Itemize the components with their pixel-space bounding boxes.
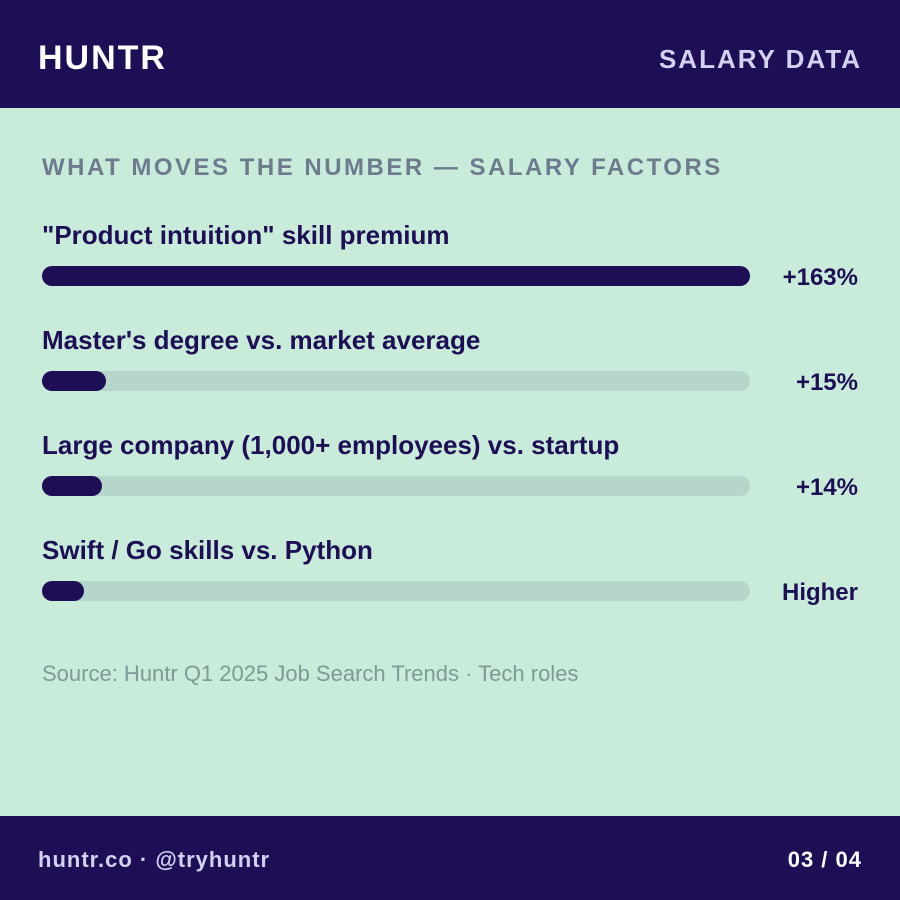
- factor-row: "Product intuition" skill premium +163%: [0, 218, 900, 308]
- factor-value-label: +15%: [795, 369, 858, 396]
- factor-row: Swift / Go skills vs. Python Higher: [0, 533, 900, 623]
- factor-value-label: +163%: [782, 264, 858, 291]
- bar-fill: [42, 266, 750, 286]
- factor-label: Master's degree vs. market average: [42, 325, 481, 355]
- bar-track: [42, 371, 750, 391]
- factor-value-label: +14%: [795, 474, 858, 501]
- factor-label: Large company (1,000+ employees) vs. sta…: [42, 430, 620, 460]
- page-indicator: 03 / 04: [787, 847, 862, 872]
- bar-track: [42, 476, 750, 496]
- bar-fill: [42, 371, 106, 391]
- section-title: WHAT MOVES THE NUMBER — SALARY FACTORS: [42, 154, 723, 181]
- bar-fill: [42, 476, 102, 496]
- factor-row: Master's degree vs. market average +15%: [0, 323, 900, 413]
- header-tag: SALARY DATA: [658, 44, 862, 74]
- brand-logo: HUNTR: [38, 39, 167, 77]
- footer-handle: huntr.co · @tryhuntr: [38, 847, 271, 872]
- factor-row: Large company (1,000+ employees) vs. sta…: [0, 428, 900, 518]
- bar-fill: [42, 581, 84, 601]
- bar-track: [42, 581, 750, 601]
- header-bar: HUNTR SALARY DATA: [0, 0, 900, 108]
- factor-label: Swift / Go skills vs. Python: [42, 535, 373, 565]
- bar-track: [42, 266, 750, 286]
- footer-bar: huntr.co · @tryhuntr 03 / 04: [0, 816, 900, 900]
- source-note: Source: Huntr Q1 2025 Job Search Trends …: [42, 661, 579, 686]
- factor-value-label: Higher: [781, 579, 858, 606]
- factor-label: "Product intuition" skill premium: [42, 220, 450, 250]
